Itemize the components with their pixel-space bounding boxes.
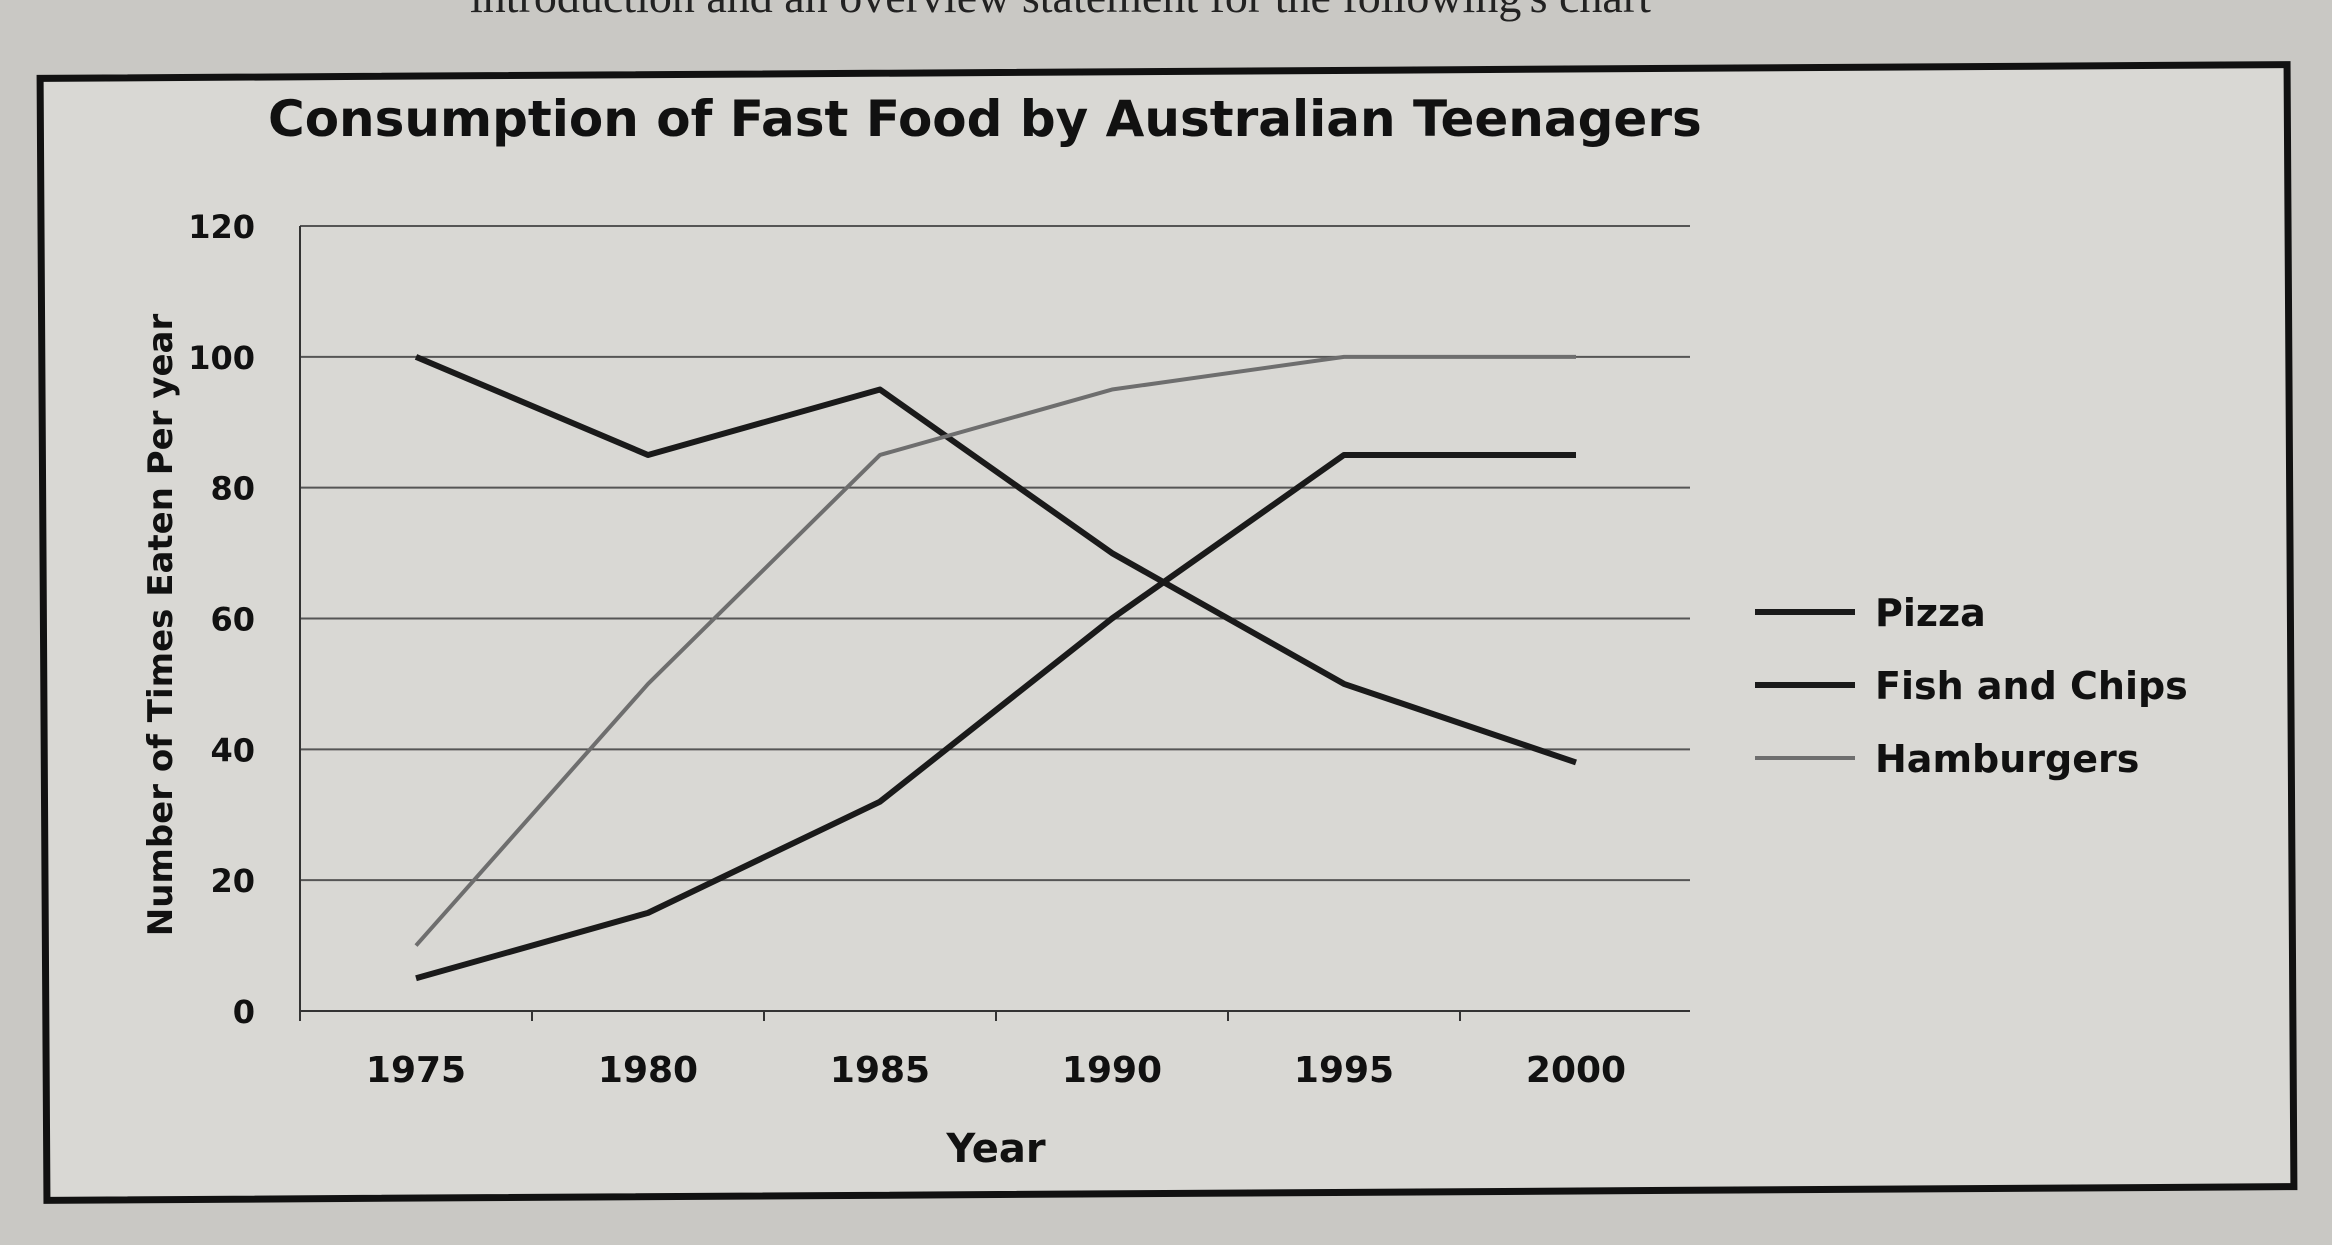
legend-label-fish-and-chips: Fish and Chips <box>1875 664 2188 708</box>
x-tick-label: 2000 <box>1526 1050 1626 1091</box>
x-tick-label: 1980 <box>598 1050 698 1091</box>
x-tick-label: 1975 <box>366 1050 466 1091</box>
y-tick-label: 60 <box>210 601 255 639</box>
y-tick-label: 40 <box>210 731 255 769</box>
legend-label-pizza: Pizza <box>1875 591 1986 635</box>
y-axis-label: Number of Times Eaten Per year <box>141 314 181 937</box>
y-tick-label: 100 <box>188 339 255 377</box>
page-caption: introduction and an overview statement f… <box>470 0 1651 23</box>
y-tick-label: 120 <box>188 208 255 246</box>
chart-title: Consumption of Fast Food by Australian T… <box>268 90 1702 148</box>
x-tick-label: 1995 <box>1294 1050 1394 1091</box>
legend-label-hamburgers: Hamburgers <box>1875 737 2139 781</box>
x-axis-label: Year <box>945 1126 1045 1172</box>
x-tick-label: 1990 <box>1062 1050 1162 1091</box>
y-tick-label: 0 <box>233 993 255 1031</box>
series-line-fish-and-chips <box>414 354 1577 766</box>
y-tick-label: 80 <box>210 470 255 508</box>
series-line-pizza <box>415 451 1576 982</box>
x-tick-label: 1985 <box>830 1050 930 1091</box>
y-tick-label: 20 <box>210 862 255 900</box>
series-line-hamburgers <box>414 354 1576 947</box>
